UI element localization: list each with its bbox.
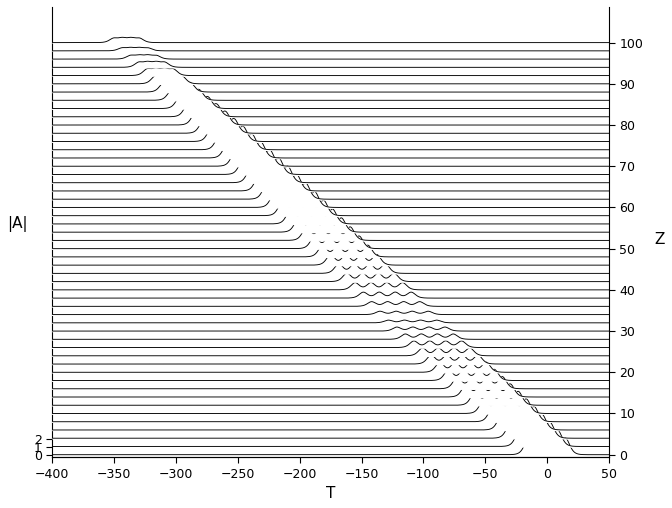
X-axis label: T: T <box>326 486 335 501</box>
Y-axis label: Z: Z <box>655 232 665 247</box>
Y-axis label: |A|: |A| <box>7 216 28 232</box>
